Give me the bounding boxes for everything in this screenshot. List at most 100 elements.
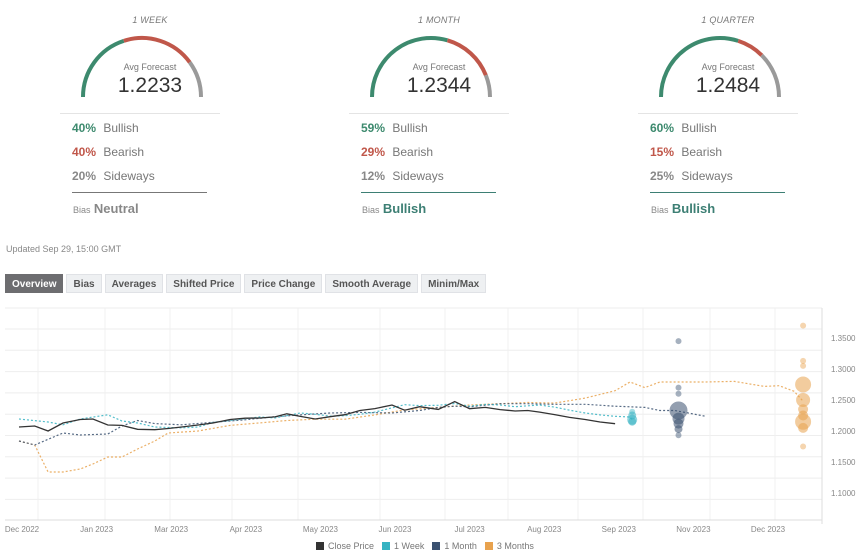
gauge-arc: [370, 36, 492, 98]
avg-forecast-value: 1.2484: [695, 74, 761, 97]
bullish-label: Bullish: [103, 121, 139, 135]
stat-bearish: 40% Bearish: [72, 145, 144, 159]
bias-divider: [650, 192, 785, 193]
bullish-percent: 60%: [650, 121, 675, 135]
tab-price-change[interactable]: Price Change: [244, 274, 323, 293]
bearish-percent: 40%: [72, 145, 97, 159]
avg-forecast-label: Avg Forecast: [701, 62, 755, 72]
forecast-point-1-month[interactable]: [675, 432, 682, 439]
avg-forecast-value: 1.2233: [117, 74, 183, 97]
bearish-percent: 29%: [361, 145, 386, 159]
forecast-point-1-month[interactable]: [674, 425, 683, 434]
sideways-label: Sideways: [681, 169, 733, 183]
tab-bias[interactable]: Bias: [66, 274, 102, 293]
y-tick-label: 1.1500: [831, 458, 856, 467]
y-tick-label: 1.3000: [831, 365, 856, 374]
x-tick-label: Jun 2023: [379, 525, 412, 534]
bias-divider: [361, 192, 496, 193]
avg-forecast-value: 1.2344: [406, 74, 472, 97]
bias-row: Bias Neutral: [73, 201, 139, 216]
forecast-point-1-week[interactable]: [628, 417, 637, 426]
sideways-percent: 12%: [361, 169, 386, 183]
forecast-point-1-month[interactable]: [675, 384, 682, 391]
tab-shifted-price[interactable]: Shifted Price: [166, 274, 242, 293]
forecast-point-3-months[interactable]: [796, 393, 811, 407]
x-tick-label: Aug 2023: [527, 525, 562, 534]
gauge-segment-bullish: [81, 38, 125, 98]
x-tick-label: Dec 2023: [751, 525, 786, 534]
forecast-point-3-months[interactable]: [800, 443, 807, 450]
legend-label: Close Price: [328, 541, 375, 551]
bias-value: Bullish: [382, 201, 427, 216]
forecast-point-1-month[interactable]: [675, 338, 682, 345]
x-tick-label: Jan 2023: [80, 525, 113, 534]
bias-divider: [72, 192, 207, 193]
forecast-point-1-month[interactable]: [675, 390, 682, 397]
bullish-percent: 40%: [72, 121, 97, 135]
x-tick-label: Apr 2023: [230, 525, 263, 534]
legend-label: 1 Month: [444, 541, 477, 551]
gauge-segment-sideways: [188, 61, 203, 98]
legend-item-3-months[interactable]: 3 Months: [484, 541, 534, 551]
stat-sideways: 12% Sideways: [361, 169, 444, 183]
bias-label: Bias: [362, 205, 380, 215]
chart-legend: Close Price 1 Week 1 Month 3 Months: [316, 541, 534, 551]
legend-item-close-price[interactable]: Close Price: [316, 541, 374, 551]
x-tick-label: Dec 2022: [5, 525, 40, 534]
gauge-segment-bullish: [659, 36, 739, 98]
updated-timestamp: Updated Sep 29, 15:00 GMT: [6, 244, 122, 254]
series-line-3-months: [18, 380, 804, 473]
forecast-point-3-months[interactable]: [800, 357, 807, 364]
divider: [349, 113, 509, 114]
gauge-period-label: 1 WEEK: [132, 15, 168, 25]
forecast-point-3-months[interactable]: [798, 422, 809, 433]
forecast-point-3-months[interactable]: [800, 362, 807, 369]
bullish-label: Bullish: [681, 121, 717, 135]
legend-swatch: [484, 542, 493, 550]
legend-swatch: [432, 542, 441, 550]
gauge-card-quarter: 1 QUARTER Avg Forecast 1.2484 60% Bullis…: [638, 0, 818, 222]
tab-overview[interactable]: Overview: [5, 274, 64, 293]
stat-bullish: 60% Bullish: [650, 121, 717, 135]
legend-swatch: [316, 542, 324, 550]
gauge-arc: [81, 36, 203, 98]
avg-forecast-label: Avg Forecast: [123, 62, 177, 72]
avg-forecast-label: Avg Forecast: [412, 62, 466, 72]
gauge-segment-sideways: [483, 74, 492, 98]
y-tick-label: 1.2000: [831, 427, 856, 436]
legend-item-1-week[interactable]: 1 Week: [382, 541, 424, 551]
gauge-arc: [659, 36, 781, 98]
x-tick-label: Jul 2023: [454, 525, 485, 534]
gauge-segment-sideways: [760, 53, 781, 98]
legend-item-1-month[interactable]: 1 Month: [432, 541, 477, 551]
gauge-period-label: 1 QUARTER: [701, 15, 755, 25]
bullish-label: Bullish: [392, 121, 428, 135]
legend-label: 3 Months: [496, 541, 534, 551]
forecast-chart: 1.1000 1.1500 1.2000 1.2500 1.3000 1.3500 Dec …: [5, 307, 856, 534]
sideways-percent: 25%: [650, 169, 675, 183]
gauge-card-week: 1 WEEK Avg Forecast 1.2233 40% Bullish 4…: [60, 0, 240, 222]
forecast-point-3-months[interactable]: [795, 376, 812, 393]
gauge-segment-bearish: [446, 38, 488, 77]
tab-smooth-average[interactable]: Smooth Average: [325, 274, 419, 293]
bearish-label: Bearish: [392, 145, 434, 159]
forecast-point-3-months[interactable]: [800, 322, 807, 329]
bias-row: Bias Bullish: [651, 201, 715, 216]
sideways-label: Sideways: [392, 169, 444, 183]
tab-averages[interactable]: Averages: [104, 274, 164, 293]
tab-minim-max[interactable]: Minim/Max: [421, 274, 487, 293]
y-tick-label: 1.1000: [831, 489, 856, 498]
gauge-segment-bullish: [370, 36, 449, 98]
bullish-percent: 59%: [361, 121, 386, 135]
chart-tabs: Overview Bias Averages Shifted Price Pri…: [5, 274, 487, 293]
stat-bullish: 40% Bullish: [72, 121, 139, 135]
stat-sideways: 20% Sideways: [72, 169, 155, 183]
sideways-label: Sideways: [103, 169, 155, 183]
sideways-percent: 20%: [72, 169, 97, 183]
series-line-close-price: [18, 400, 616, 432]
x-tick-label: Sep 2023: [602, 525, 637, 534]
gauge-segment-bearish: [123, 36, 192, 64]
stat-bullish: 59% Bullish: [361, 121, 428, 135]
bias-value: Bullish: [671, 201, 716, 216]
gauge-period-label: 1 MONTH: [418, 15, 460, 25]
